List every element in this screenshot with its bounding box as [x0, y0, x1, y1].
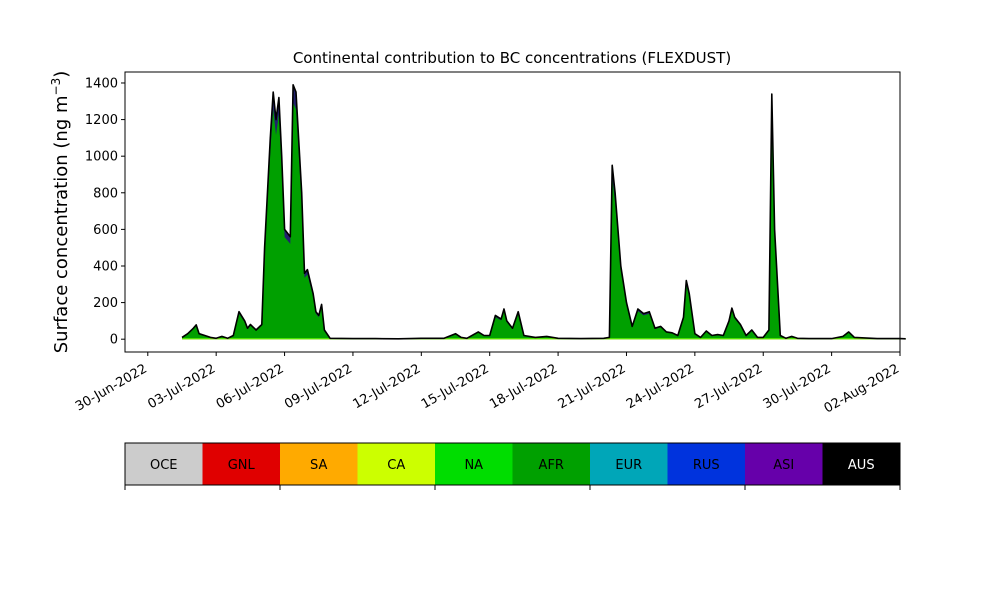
legend-swatch: [512, 443, 591, 485]
y-axis: 0 200 400 600 800 1000 1200 1400: [85, 76, 125, 348]
chart-title: Continental contribution to BC concentra…: [293, 49, 731, 67]
legend-label: ASI: [773, 458, 794, 473]
legend-label: AUS: [848, 458, 875, 473]
colorbar-frame: [124, 442, 901, 486]
y-tick-label: 1000: [85, 150, 118, 165]
legend-label: EUR: [615, 458, 642, 473]
legend-swatch: [590, 443, 668, 485]
legend-entry-asi: ASI: [745, 443, 823, 485]
legend-label: RUS: [693, 458, 720, 473]
legend-entry-afr: AFR: [512, 443, 591, 485]
legend-swatch: [435, 443, 513, 485]
plot-frame: [124, 71, 901, 353]
region-colorbar-legend: OCE GNL SA CA NA AFR EUR RUS ASI AUS: [124, 442, 901, 490]
y-tick-label: 200: [93, 296, 118, 311]
y-tick-label: 0: [110, 333, 118, 348]
series-layer: [181, 84, 906, 340]
legend-label: GNL: [228, 458, 256, 473]
legend-entry-ca: CA: [357, 443, 436, 485]
y-axis-label-superscript: −3: [49, 78, 63, 96]
legend-label: NA: [464, 458, 483, 473]
legend-entry-gnl: GNL: [202, 443, 281, 485]
legend-entry-sa: SA: [280, 443, 358, 485]
series-line-aus-total: [181, 84, 906, 340]
y-tick-label: 1200: [85, 113, 118, 128]
legend-label: CA: [387, 458, 405, 473]
legend-swatch: [667, 443, 746, 485]
legend-label: OCE: [150, 458, 178, 473]
legend-swatch: [822, 443, 901, 485]
legend-label: AFR: [539, 458, 564, 473]
y-axis-label-main: Surface concentration (ng m: [51, 95, 72, 353]
legend-entry-na: NA: [435, 443, 513, 485]
legend-label: SA: [310, 458, 327, 473]
legend-swatch: [280, 443, 358, 485]
y-tick-label: 600: [93, 223, 118, 238]
legend-swatch: [202, 443, 281, 485]
y-tick-label: 400: [93, 259, 118, 274]
plot-background: [125, 72, 900, 352]
legend-entry-aus: AUS: [822, 443, 901, 485]
y-tick-label: 800: [93, 186, 118, 201]
legend-swatch: [125, 443, 203, 485]
legend-entry-rus: RUS: [667, 443, 746, 485]
legend-entry-oce: OCE: [125, 443, 203, 485]
legend-swatch: [357, 443, 436, 485]
legend-entry-eur: EUR: [590, 443, 668, 485]
legend-swatch: [745, 443, 823, 485]
y-axis-label: Surface concentration (ng m−3): [49, 71, 72, 354]
plot-area: [124, 71, 906, 353]
y-axis-label-close: ): [51, 71, 72, 78]
y-tick-label: 1400: [85, 76, 118, 91]
